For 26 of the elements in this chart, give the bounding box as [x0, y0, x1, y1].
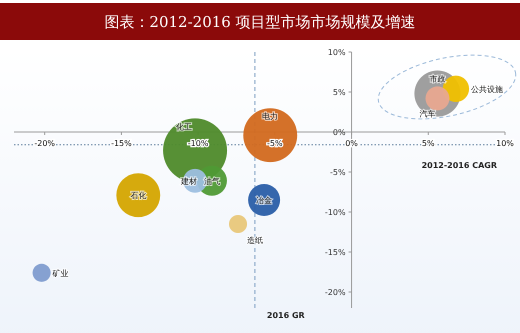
series-label: 电力 — [262, 112, 278, 122]
series-label: 市政 — [429, 74, 446, 84]
series-label: 矿业 — [52, 268, 69, 278]
x-tick-label: -5% — [267, 139, 284, 148]
x-tick-label: 0% — [345, 139, 358, 148]
x-tick-label: 5% — [422, 139, 436, 148]
y-tick-label: -20% — [324, 288, 346, 297]
y-tick-label: 10% — [328, 48, 346, 57]
x-tick-label: 10% — [496, 139, 514, 148]
x-tick-label: -20% — [34, 139, 56, 148]
y-tick-label: -5% — [330, 168, 346, 177]
y-tick-label: -10% — [324, 208, 346, 217]
text: 2016 GR — [266, 311, 305, 320]
x-tick-label: -10% — [188, 139, 209, 148]
y-tick-label: -15% — [324, 248, 346, 257]
series-label: 造纸 — [247, 236, 264, 246]
series-label: 化工 — [176, 122, 192, 132]
series-label: 公共设施 — [471, 84, 504, 94]
series-label: 冶金 — [256, 196, 272, 205]
series-label: 石化 — [130, 191, 146, 200]
series-label: 建材 — [180, 176, 198, 186]
y-tick-label: 0% — [332, 128, 346, 137]
annotation: 2012-2016 CAGR — [422, 161, 497, 170]
x-tick-label: -15% — [111, 139, 132, 148]
chart-title: 图表：2012-2016 项目型市场市场规模及增速 — [104, 13, 416, 31]
y-tick-label: 5% — [332, 88, 346, 97]
